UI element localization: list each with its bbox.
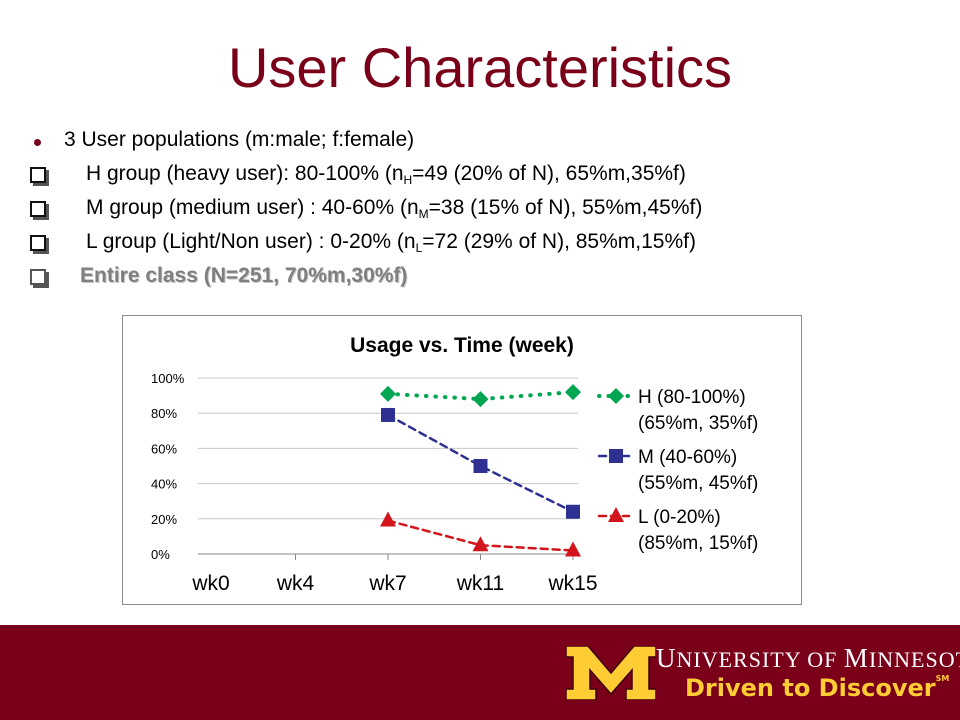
checkbox-square-icon: [30, 201, 46, 217]
checkbox-square-icon: [30, 167, 46, 183]
y-tick-label: 0%: [151, 547, 170, 562]
x-tick-label: wk15: [547, 572, 597, 595]
legend-label: M (40-60%): [638, 447, 737, 468]
university-m-logo: [566, 646, 656, 700]
y-tick-label: 40%: [151, 477, 177, 492]
tagline: Driven to DiscoverSM: [685, 674, 950, 702]
series-line-diamond: [386, 390, 575, 402]
university-name: UNIVERSITY OF MINNESOTA: [656, 643, 960, 673]
data-point-diamond: [565, 384, 581, 401]
x-tick-label: wk11: [456, 572, 504, 595]
y-tick-label: 20%: [151, 512, 177, 527]
y-tick-label: 80%: [151, 406, 177, 421]
usage-chart: Usage vs. Time (week) 0% 20% 40% 60% 80% 100% w…: [122, 315, 802, 605]
bullet-l-group: L group (Light/Non user) : 0-20% (nL=72 …: [28, 228, 948, 262]
bullet-h-text: H group (heavy user): 80-100% (nH=49 (20…: [86, 162, 686, 187]
bullet-intro: 3 User populations (m:male; f:female): [28, 126, 948, 160]
legend-sublabel: (65%m, 35%f): [638, 413, 758, 434]
data-point-diamond: [472, 391, 489, 408]
y-tick-label: 100%: [151, 371, 185, 386]
bullet-l-text: L group (Light/Non user) : 0-20% (nL=72 …: [86, 230, 696, 255]
x-tick-label: wk0: [191, 572, 229, 595]
bullet-list: 3 User populations (m:male; f:female) H …: [28, 126, 948, 296]
data-point-triangle: [565, 541, 581, 557]
data-point-square: [566, 504, 580, 519]
data-point-triangle: [380, 511, 396, 527]
checkbox-square-icon: [30, 269, 46, 285]
data-point-diamond: [380, 385, 396, 402]
usage-chart-svg: Usage vs. Time (week) 0% 20% 40% 60% 80% 100% w…: [151, 334, 758, 595]
legend-label: H (80-100%): [638, 387, 746, 408]
bullet-dot-icon: [34, 139, 41, 146]
series-line-square: [386, 413, 575, 514]
slide-title: User Characteristics: [227, 36, 733, 99]
legend-marker-square: [609, 449, 623, 463]
legend-sublabel: (55%m, 45%f): [638, 473, 758, 494]
bullet-entire-class: Entire class (N=251, 70%m,30%f): [28, 262, 948, 296]
footer-banner: UNIVERSITY OF MINNESOTA Driven to Discov…: [0, 625, 960, 720]
x-tick-label: wk4: [276, 572, 315, 595]
bullet-h-group: H group (heavy user): 80-100% (nH=49 (20…: [28, 160, 948, 194]
data-point-square: [473, 459, 488, 473]
checkbox-square-icon: [30, 235, 46, 251]
x-tick-label: wk7: [368, 572, 406, 595]
legend-marker-diamond: [608, 388, 624, 404]
legend-sublabel: (85%m, 15%f): [638, 533, 758, 554]
legend-label: L (0-20%): [638, 507, 721, 528]
chart-title: Usage vs. Time (week): [350, 334, 574, 357]
bullet-entire-text: Entire class (N=251, 70%m,30%f): [80, 264, 408, 287]
y-tick-label: 60%: [151, 441, 177, 456]
legend-marker-triangle: [608, 507, 624, 522]
bullet-m-group: M group (medium user) : 40-60% (nM=38 (1…: [28, 194, 948, 228]
bullet-intro-text: 3 User populations (m:male; f:female): [64, 128, 415, 151]
data-point-triangle: [472, 536, 489, 552]
data-point-square: [381, 407, 395, 422]
bullet-m-text: M group (medium user) : 40-60% (nM=38 (1…: [86, 196, 703, 221]
